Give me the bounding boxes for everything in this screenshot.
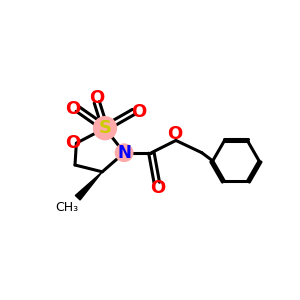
Text: O: O	[131, 103, 147, 121]
Text: O: O	[89, 89, 104, 107]
Circle shape	[116, 144, 133, 161]
Text: N: N	[117, 144, 131, 162]
Circle shape	[94, 117, 116, 140]
Text: O: O	[167, 124, 182, 142]
Text: O: O	[151, 179, 166, 197]
Text: O: O	[64, 134, 80, 152]
Polygon shape	[75, 172, 102, 200]
Text: CH₃: CH₃	[55, 201, 78, 214]
Text: S: S	[98, 119, 112, 137]
Text: O: O	[64, 100, 80, 118]
